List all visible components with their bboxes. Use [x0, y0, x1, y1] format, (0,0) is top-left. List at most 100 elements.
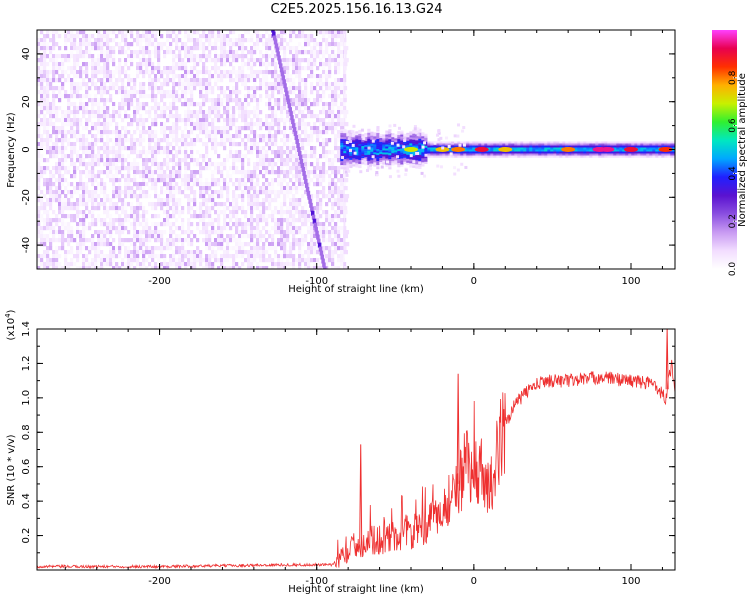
- heatmap-cell: [340, 250, 344, 255]
- heatmap-cell: [340, 135, 344, 138]
- heatmap-cell: [295, 198, 299, 203]
- heatmap-cell: [289, 34, 293, 39]
- heatmap-cell: [220, 74, 224, 79]
- heatmap-cell: [295, 166, 299, 171]
- heatmap-cell: [109, 258, 113, 263]
- heatmap-cell: [49, 82, 53, 87]
- heatmap-cell: [169, 226, 173, 231]
- heatmap-cell: [208, 182, 212, 187]
- heatmap-cell: [142, 150, 146, 155]
- heatmap-cell: [250, 138, 254, 143]
- heatmap-cell: [286, 118, 290, 123]
- heatmap-cell: [169, 170, 173, 175]
- heatmap-cell: [250, 46, 254, 51]
- heatmap-cell: [109, 130, 113, 135]
- heatmap-cell: [331, 126, 335, 131]
- heatmap-cell: [127, 258, 131, 263]
- heatmap-cell: [289, 210, 293, 215]
- heatmap-cell: [118, 194, 122, 199]
- heatmap-cell: [70, 94, 74, 99]
- heatmap-cell: [70, 182, 74, 187]
- heatmap-cell: [241, 82, 245, 87]
- heatmap-cell: [160, 110, 164, 115]
- heatmap-cell: [136, 122, 140, 127]
- heatmap-cell: [283, 142, 287, 147]
- heatmap-cell: [40, 214, 44, 219]
- heatmap-cell: [229, 266, 233, 269]
- heatmap-cell: [250, 222, 254, 227]
- heatmap-cell: [82, 114, 86, 119]
- heatmap-cell: [145, 266, 149, 269]
- heatmap-cell: [223, 178, 227, 183]
- heatmap-cell: [55, 42, 59, 47]
- heatmap-cell: [169, 50, 173, 55]
- heatmap-cell: [70, 202, 74, 207]
- heatmap-cell: [295, 162, 299, 167]
- heatmap-cell: [151, 234, 155, 239]
- heatmap-cell: [82, 190, 86, 195]
- heatmap-cell: [190, 258, 194, 263]
- heatmap-cell: [154, 114, 158, 119]
- heatmap-cell: [157, 70, 161, 75]
- heatmap-cell: [331, 150, 335, 155]
- heatmap-cell: [37, 214, 41, 219]
- heatmap-cell: [55, 78, 59, 83]
- heatmap-cell: [157, 114, 161, 119]
- heatmap-cell: [334, 86, 338, 91]
- heatmap-cell: [340, 206, 344, 211]
- heatmap-cell: [163, 162, 167, 167]
- heatmap-cell: [85, 146, 89, 151]
- heatmap-cell: [121, 50, 125, 55]
- heatmap-cell: [163, 134, 167, 139]
- heatmap-cell: [184, 118, 188, 123]
- heatmap-cell: [163, 90, 167, 95]
- heatmap-cell: [175, 158, 179, 163]
- heatmap-cell: [232, 238, 236, 243]
- heatmap-cell: [307, 230, 311, 235]
- heatmap-cell: [115, 210, 119, 215]
- heatmap-cell: [340, 159, 344, 162]
- heatmap-cell: [235, 262, 239, 267]
- heatmap-cell: [241, 226, 245, 231]
- heatmap-cell: [139, 122, 143, 127]
- heatmap-cell: [241, 118, 245, 123]
- heatmap-cell: [49, 230, 53, 235]
- heatmap-cell: [166, 198, 170, 203]
- heatmap-cell: [118, 146, 122, 151]
- heatmap-cell: [151, 70, 155, 75]
- heatmap-cell: [340, 198, 344, 203]
- heatmap-cell: [232, 194, 236, 199]
- heatmap-cell: [61, 178, 65, 183]
- heatmap-cell: [202, 202, 206, 207]
- heatmap-cell: [232, 206, 236, 211]
- heatmap-cell: [46, 94, 50, 99]
- heatmap-cell: [268, 202, 272, 207]
- heatmap-cell: [349, 155, 353, 159]
- heatmap-cell: [178, 38, 182, 43]
- heatmap-cell: [334, 138, 338, 143]
- heatmap-cell: [238, 42, 242, 47]
- heatmap-cell: [289, 154, 293, 159]
- heatmap-cell: [43, 158, 47, 163]
- heatmap-cell: [202, 50, 206, 55]
- heatmap-cell: [256, 134, 260, 139]
- heatmap-cell: [175, 54, 179, 59]
- heatmap-cell: [73, 114, 77, 119]
- heatmap-cell: [187, 110, 191, 115]
- heatmap-cell: [364, 149, 368, 152]
- heatmap-cell: [355, 165, 359, 168]
- heatmap-cell: [220, 242, 224, 247]
- streak-cell: [280, 71, 285, 77]
- heatmap-cell: [124, 182, 128, 187]
- heatmap-cell: [349, 163, 353, 167]
- heatmap-cell: [166, 166, 170, 171]
- heatmap-cell: [307, 162, 311, 167]
- heatmap-cell: [424, 155, 428, 158]
- heatmap-cell: [259, 210, 263, 215]
- heatmap-cell: [304, 262, 308, 267]
- heatmap-cell: [241, 178, 245, 183]
- heatmap-cell: [181, 150, 185, 155]
- heatmap-cell: [127, 254, 131, 259]
- heatmap-cell: [193, 258, 197, 263]
- heatmap-cell: [421, 156, 425, 159]
